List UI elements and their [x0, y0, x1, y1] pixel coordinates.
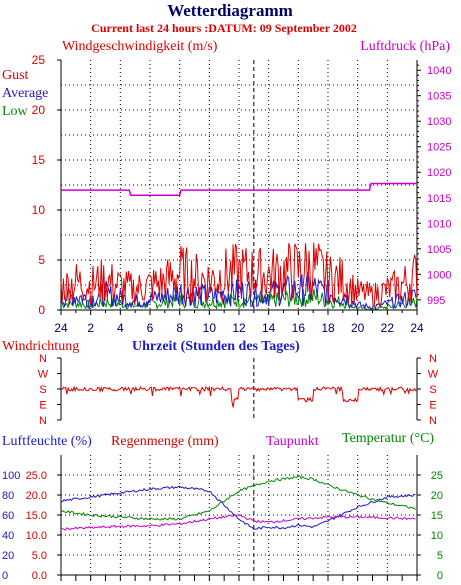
temperature-y-tick-label: 0 [437, 570, 443, 582]
x-tick-label: 6 [147, 321, 154, 335]
rain-title: Regenmenge (mm) [111, 434, 219, 449]
temperature-y-tick-label: 15 [431, 510, 443, 522]
temperature-y-tick-label: 25 [431, 470, 443, 482]
direction-axis-title: Windrichtung [2, 339, 79, 354]
pressure-y-tick-label: 1030 [427, 116, 451, 128]
rain-y-tick-label: 0.0 [32, 570, 47, 582]
humidity-y-tick-label: 20 [2, 550, 14, 562]
x-tick-label: 12 [232, 321, 246, 335]
humidity-y-tick-label: 80 [2, 490, 14, 502]
pressure-y-tick-label: 1040 [427, 65, 451, 77]
pressure-y-tick-label: 1005 [427, 244, 451, 256]
wind-y-tick-label: 25 [32, 53, 46, 67]
time-axis-title: Uhrzeit (Stunden des Tages) [132, 339, 300, 354]
wind-panel: 0510152025995100010051010101510201025103… [32, 53, 452, 335]
direction-y-tick-label: E [429, 400, 436, 412]
wind-y-tick-label: 10 [32, 203, 46, 217]
humidity-panel: 0 20 40 60 80 100 0.0 5.0 10.0 15.0 20.0 25.0 0 5 10 15… [2, 455, 443, 582]
pressure-y-tick-label: 995 [427, 295, 445, 307]
rain-y-tick-label: 25.0 [26, 470, 47, 482]
pressure-series [61, 182, 417, 196]
humidity-y-tick-label: 0 [2, 570, 8, 582]
x-tick-label: 16 [292, 321, 306, 335]
direction-y-tick-label: S [39, 384, 46, 396]
humidity-title: Luftfeuchte (%) [2, 434, 92, 449]
legend-gust: Gust [2, 68, 29, 83]
temperature-y-tick-label: 5 [437, 550, 443, 562]
direction-y-tick-label: N [429, 353, 437, 365]
legend-low: Low [2, 104, 29, 119]
wind-y-tick-label: 5 [38, 253, 45, 267]
x-tick-label: 14 [262, 321, 276, 335]
temperature-title: Temperatur (°C) [342, 431, 434, 446]
pressure-axis-title: Luftdruck (hPa) [360, 39, 450, 54]
x-tick-label: 24 [410, 321, 424, 335]
temperature-y-tick-label: 10 [431, 530, 443, 542]
wind-y-tick-label: 15 [32, 153, 46, 167]
direction-y-tick-label: N [429, 415, 437, 427]
pressure-y-tick-label: 1015 [427, 193, 451, 205]
wind-series-low [60, 288, 418, 311]
direction-y-tick-label: W [38, 369, 49, 381]
x-tick-label: 10 [203, 321, 217, 335]
pressure-y-tick-label: 1010 [427, 218, 451, 230]
rain-y-tick-label: 20.0 [26, 490, 47, 502]
direction-y-tick-label: W [428, 369, 439, 381]
pressure-y-tick-label: 1035 [427, 91, 451, 103]
wind-y-tick-label: 20 [32, 103, 46, 117]
legend-average: Average [2, 86, 48, 101]
x-tick-label: 2 [87, 321, 94, 335]
direction-y-tick-label: E [39, 400, 46, 412]
humidity-y-tick-label: 100 [2, 470, 20, 482]
direction-panel: N NW WS SE EN N [38, 353, 439, 427]
direction-y-tick-label: N [39, 353, 47, 365]
rain-y-tick-label: 5.0 [32, 550, 47, 562]
humidity-y-tick-label: 60 [2, 510, 14, 522]
chart-title: Wetterdiagramm [167, 1, 293, 20]
series-taupunkt [60, 514, 416, 531]
series-luftfeuchte [60, 485, 416, 530]
series-temperatur [60, 475, 416, 521]
pressure-y-tick-label: 1025 [427, 142, 451, 154]
x-tick-label: 22 [381, 321, 395, 335]
wind-y-tick-label: 0 [38, 303, 45, 317]
x-tick-label: 4 [117, 321, 124, 335]
wind-series-gust [60, 242, 418, 308]
pressure-y-tick-label: 1020 [427, 167, 451, 179]
wind-axis-title: Windgeschwindigkeit (m/s) [62, 39, 218, 54]
direction-y-tick-label: S [429, 384, 436, 396]
chart-subtitle: Current last 24 hours :DATUM: 09 Septemb… [91, 21, 357, 35]
wind-series-average [60, 272, 418, 310]
direction-y-tick-label: N [39, 415, 47, 427]
pressure-y-tick-label: 1000 [427, 269, 451, 281]
rain-y-tick-label: 15.0 [26, 510, 47, 522]
x-tick-label: 24 [54, 321, 68, 335]
direction-series [60, 385, 418, 408]
temperature-y-tick-label: 20 [431, 490, 443, 502]
rain-y-tick-label: 10.0 [26, 530, 47, 542]
x-tick-label: 18 [321, 321, 335, 335]
x-tick-label: 20 [351, 321, 365, 335]
x-tick-label: 8 [176, 321, 183, 335]
humidity-y-tick-label: 40 [2, 530, 14, 542]
dewpoint-title: Taupunkt [266, 434, 319, 449]
